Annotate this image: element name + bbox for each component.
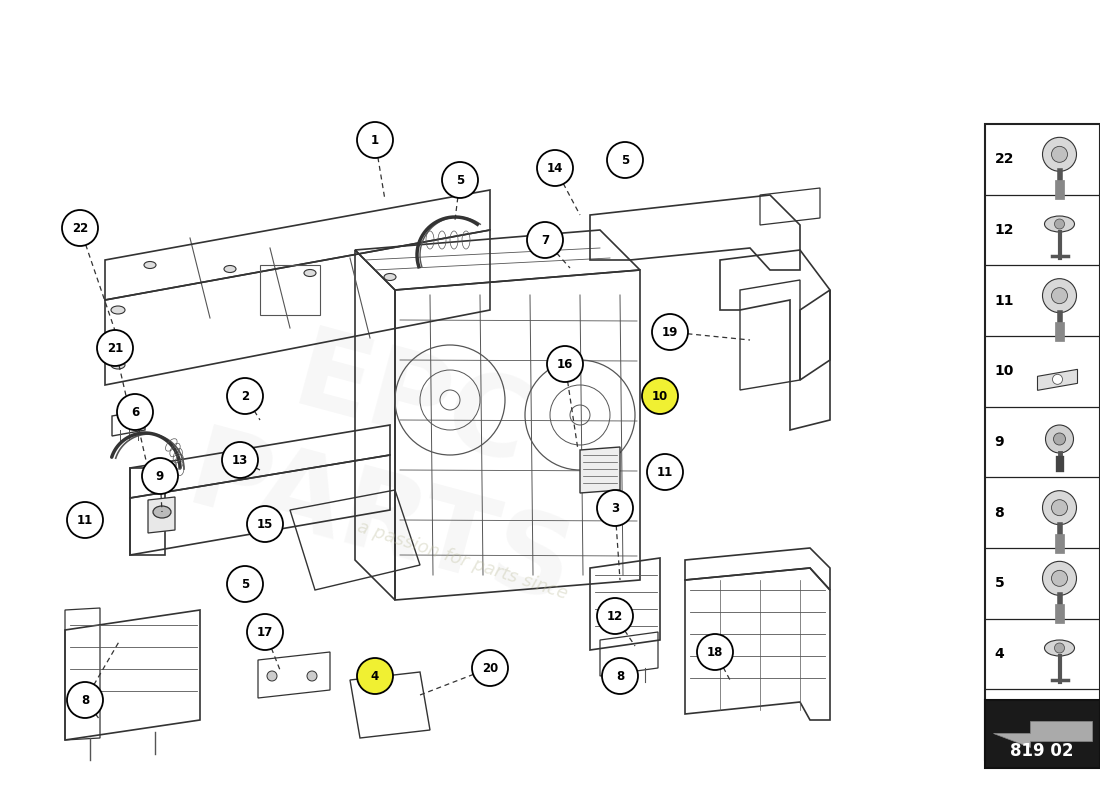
Text: 10: 10 <box>652 390 668 402</box>
Circle shape <box>1055 643 1065 653</box>
Text: 8: 8 <box>616 670 624 682</box>
Text: 5: 5 <box>620 154 629 166</box>
Circle shape <box>472 650 508 686</box>
Ellipse shape <box>224 266 236 273</box>
Polygon shape <box>148 497 175 533</box>
Circle shape <box>1055 219 1065 229</box>
Circle shape <box>1052 500 1067 516</box>
Circle shape <box>62 210 98 246</box>
Circle shape <box>1043 138 1077 171</box>
Text: 20: 20 <box>482 662 498 674</box>
Text: 2: 2 <box>241 390 249 402</box>
Circle shape <box>358 122 393 158</box>
Ellipse shape <box>153 506 170 518</box>
Circle shape <box>1052 570 1067 586</box>
Text: 18: 18 <box>707 646 723 658</box>
Text: 22: 22 <box>994 152 1014 166</box>
Circle shape <box>267 671 277 681</box>
Text: 17: 17 <box>257 626 273 638</box>
Circle shape <box>537 150 573 186</box>
Text: 3: 3 <box>610 502 619 514</box>
Ellipse shape <box>1045 640 1075 656</box>
Circle shape <box>697 634 733 670</box>
Text: 19: 19 <box>662 326 679 338</box>
Circle shape <box>642 378 678 414</box>
Ellipse shape <box>304 270 316 277</box>
Circle shape <box>222 442 258 478</box>
Text: 21: 21 <box>107 342 123 354</box>
Circle shape <box>358 658 393 694</box>
Circle shape <box>117 394 153 430</box>
Text: 2: 2 <box>994 718 1004 732</box>
Text: 7: 7 <box>541 234 549 246</box>
Ellipse shape <box>111 336 125 344</box>
Circle shape <box>527 222 563 258</box>
Circle shape <box>1043 278 1077 313</box>
Circle shape <box>602 658 638 694</box>
Text: 4: 4 <box>371 670 380 682</box>
Circle shape <box>607 142 644 178</box>
Polygon shape <box>992 721 1092 747</box>
Ellipse shape <box>1045 710 1075 726</box>
Circle shape <box>307 671 317 681</box>
Circle shape <box>97 330 133 366</box>
Circle shape <box>1043 562 1077 595</box>
Text: 4: 4 <box>994 647 1004 661</box>
Text: 16: 16 <box>557 358 573 370</box>
Text: 8: 8 <box>81 694 89 706</box>
Text: 15: 15 <box>256 518 273 530</box>
Circle shape <box>1052 146 1067 162</box>
Text: 9: 9 <box>994 435 1004 449</box>
Circle shape <box>1052 288 1067 304</box>
Text: 5: 5 <box>994 576 1004 590</box>
Text: 10: 10 <box>994 364 1014 378</box>
Circle shape <box>1043 490 1077 525</box>
Text: 5: 5 <box>455 174 464 186</box>
Circle shape <box>1054 433 1066 445</box>
Text: 14: 14 <box>547 162 563 174</box>
Text: 8: 8 <box>994 506 1004 520</box>
Circle shape <box>227 566 263 602</box>
Circle shape <box>597 490 632 526</box>
FancyBboxPatch shape <box>984 700 1100 768</box>
Text: 12: 12 <box>607 610 623 622</box>
Circle shape <box>647 454 683 490</box>
Circle shape <box>248 614 283 650</box>
Text: EPC
PARTS: EPC PARTS <box>176 302 616 626</box>
Ellipse shape <box>384 274 396 281</box>
Circle shape <box>442 162 478 198</box>
Circle shape <box>1045 425 1074 453</box>
Circle shape <box>142 458 178 494</box>
Ellipse shape <box>144 262 156 269</box>
Text: 12: 12 <box>994 223 1014 237</box>
Circle shape <box>652 314 688 350</box>
Text: 13: 13 <box>232 454 249 466</box>
Circle shape <box>67 682 103 718</box>
Text: 11: 11 <box>77 514 94 526</box>
Polygon shape <box>580 447 620 493</box>
Text: 6: 6 <box>131 406 139 418</box>
Circle shape <box>1055 714 1065 724</box>
Circle shape <box>547 346 583 382</box>
Circle shape <box>67 502 103 538</box>
Text: 1: 1 <box>371 134 380 146</box>
Ellipse shape <box>111 306 125 314</box>
Text: 819 02: 819 02 <box>1011 742 1074 760</box>
Text: 11: 11 <box>994 294 1014 308</box>
Text: 5: 5 <box>241 578 249 590</box>
Text: 11: 11 <box>657 466 673 478</box>
Ellipse shape <box>111 361 125 369</box>
Text: 9: 9 <box>156 470 164 482</box>
Circle shape <box>597 598 632 634</box>
Circle shape <box>248 506 283 542</box>
Bar <box>984 124 1100 760</box>
Text: a passion for parts since: a passion for parts since <box>354 518 570 602</box>
Polygon shape <box>1037 370 1078 390</box>
Ellipse shape <box>1045 216 1075 232</box>
Circle shape <box>1053 374 1063 384</box>
Circle shape <box>227 378 263 414</box>
Text: 22: 22 <box>72 222 88 234</box>
